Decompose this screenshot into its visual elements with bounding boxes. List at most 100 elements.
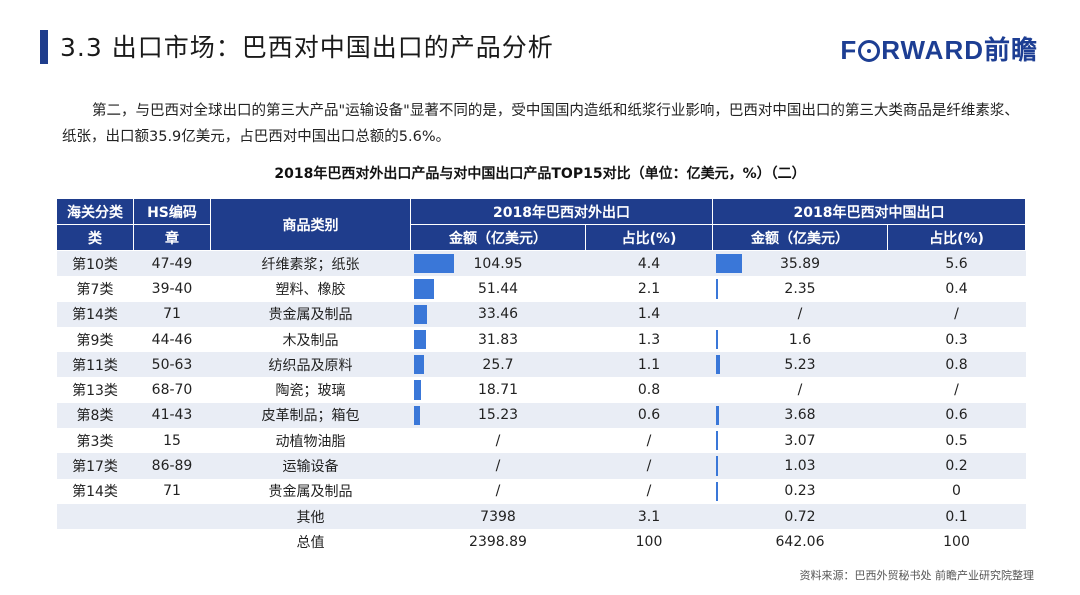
cell-world-amount-text: 2398.89 [469, 533, 527, 550]
cell-hs-code-text: 41-43 [151, 407, 193, 424]
cell-hs-code-text: 47-49 [151, 255, 193, 272]
table-row: 第14类 71 贵金属及制品 / / 0.23 0 [56, 478, 1026, 504]
cell-hs-code [133, 503, 211, 530]
cell-world-amount-text: 104.95 [473, 255, 523, 272]
cell-world-amount-text: 7398 [480, 508, 516, 525]
cell-customs-class: 第13类 [56, 377, 134, 403]
cell-world-share: 0.6 [585, 402, 713, 429]
header-customs-class: 海关分类 [56, 198, 134, 225]
data-bar [715, 405, 719, 426]
cell-world-amount-text: 33.46 [477, 306, 519, 323]
cell-world-amount: 18.71 [410, 377, 586, 403]
cell-china-share: 100 [887, 529, 1026, 555]
data-bar [715, 355, 720, 375]
cell-china-share: 0.3 [887, 326, 1026, 353]
cell-customs-class-text: 第11类 [72, 357, 118, 374]
cell-category-text: 运输设备 [282, 459, 339, 476]
cell-category: 皮革制品；箱包 [210, 402, 411, 429]
cell-china-share: 0.2 [887, 453, 1026, 479]
table-row: 第10类 47-49 纤维素浆；纸张 104.95 4.4 35.89 5.6 [56, 250, 1026, 277]
cell-customs-class-text: 第14类 [72, 484, 118, 501]
cell-world-share-text: 0.8 [637, 382, 661, 399]
cell-customs-class: 第11类 [56, 352, 134, 378]
cell-customs-class-text: 第10类 [72, 256, 118, 273]
cell-hs-code: 71 [133, 301, 211, 327]
cell-world-share-text: / [646, 432, 652, 449]
cell-world-share-text: 4.4 [637, 255, 661, 272]
cell-china-amount: / [712, 301, 888, 327]
source-note: 资料来源：巴西外贸秘书处 前瞻产业研究院整理 [799, 569, 1035, 582]
data-bar [715, 329, 718, 350]
cell-world-amount: 25.7 [410, 352, 586, 378]
table-row: 第11类 50-63 纺织品及原料 25.7 1.1 5.23 0.8 [56, 352, 1026, 378]
cell-world-amount-text: 25.7 [482, 356, 514, 373]
cell-category: 陶瓷；玻璃 [210, 377, 411, 403]
cell-world-amount-text: / [495, 432, 501, 449]
cell-china-share: 0.5 [887, 428, 1026, 454]
cell-china-amount-text: 35.89 [779, 255, 821, 272]
cell-category-text: 贵金属及制品 [268, 484, 353, 501]
paragraph-text: 第二，与巴西对全球出口的第三大产品"运输设备"显著不同的是，受中国国内造纸和纸浆… [62, 103, 1019, 145]
header-category: 商品类别 [210, 198, 411, 251]
cell-world-amount: 33.46 [410, 301, 586, 327]
cell-hs-code: 68-70 [133, 377, 211, 403]
cell-hs-code: 39-40 [133, 276, 211, 302]
cell-hs-code-text: 71 [163, 483, 181, 500]
cell-china-amount-text: 0.23 [784, 483, 816, 500]
data-bar [715, 456, 718, 476]
cell-china-amount: 1.6 [712, 326, 888, 353]
header-hs-code-2: 章 [133, 224, 211, 251]
cell-customs-class-text: 第17类 [72, 459, 118, 476]
cell-customs-class: 第14类 [56, 478, 134, 504]
cell-world-amount-text: 18.71 [477, 382, 519, 399]
table-caption: 2018年巴西对外出口产品与对中国出口产品TOP15对比（单位：亿美元，%）（二… [274, 166, 806, 182]
cell-world-share: / [585, 428, 713, 454]
data-bar [715, 254, 742, 274]
cell-customs-class: 第8类 [56, 402, 134, 429]
header-china-export: 2018年巴西对中国出口 [712, 198, 1026, 225]
cell-world-share: 3.1 [585, 503, 713, 530]
cell-world-share: 1.3 [585, 326, 713, 353]
cell-china-amount: 1.03 [712, 453, 888, 479]
data-bar [413, 279, 434, 299]
cell-hs-code-text: 71 [163, 306, 181, 323]
cell-hs-code: 47-49 [133, 250, 211, 277]
cell-china-amount: 642.06 [712, 529, 888, 555]
data-bar [413, 254, 454, 274]
cell-hs-code: 15 [133, 428, 211, 454]
cell-world-amount: 104.95 [410, 250, 586, 277]
cell-customs-class [56, 503, 134, 530]
cell-hs-code [133, 529, 211, 555]
cell-china-share-text: / [954, 382, 959, 399]
data-bar [413, 304, 427, 324]
cell-china-share-text: 0 [952, 483, 961, 500]
cell-customs-class: 第9类 [56, 326, 134, 353]
table-row: 其他 7398 3.1 0.72 0.1 [56, 503, 1026, 530]
table-row: 第8类 41-43 皮革制品；箱包 15.23 0.6 3.68 0.6 [56, 402, 1026, 429]
logo-o-icon [858, 40, 881, 62]
cell-china-amount: 35.89 [712, 250, 888, 277]
table-row: 第7类 39-40 塑料、橡胶 51.44 2.1 2.35 0.4 [56, 276, 1026, 302]
cell-world-share-text: 1.3 [637, 331, 661, 348]
table-row: 总值 2398.89 100 642.06 100 [56, 529, 1026, 555]
table-row: 第17类 86-89 运输设备 / / 1.03 0.2 [56, 453, 1026, 479]
cell-world-amount: 7398 [410, 503, 586, 530]
cell-world-share-text: 3.1 [637, 508, 661, 525]
cell-world-share-text: 1.4 [637, 306, 661, 323]
cell-china-share-text: / [954, 306, 959, 323]
cell-category-text: 其他 [296, 509, 325, 526]
cell-category: 其他 [210, 503, 411, 530]
cell-hs-code-text: 15 [163, 432, 181, 449]
table-row: 第9类 44-46 木及制品 31.83 1.3 1.6 0.3 [56, 326, 1026, 353]
cell-china-amount-text: 1.6 [788, 331, 812, 348]
cell-customs-class: 第14类 [56, 301, 134, 327]
cell-world-amount-text: 31.83 [477, 331, 519, 348]
cell-china-share: 0.4 [887, 276, 1026, 302]
cell-china-share-text: 0.1 [945, 508, 968, 525]
cell-category: 总值 [210, 529, 411, 555]
cell-china-amount: 3.68 [712, 402, 888, 429]
cell-china-share: 0.8 [887, 352, 1026, 378]
cell-category-text: 皮革制品；箱包 [261, 408, 360, 425]
header-customs-class-2: 类 [56, 224, 134, 251]
cell-china-share-text: 100 [943, 533, 970, 550]
